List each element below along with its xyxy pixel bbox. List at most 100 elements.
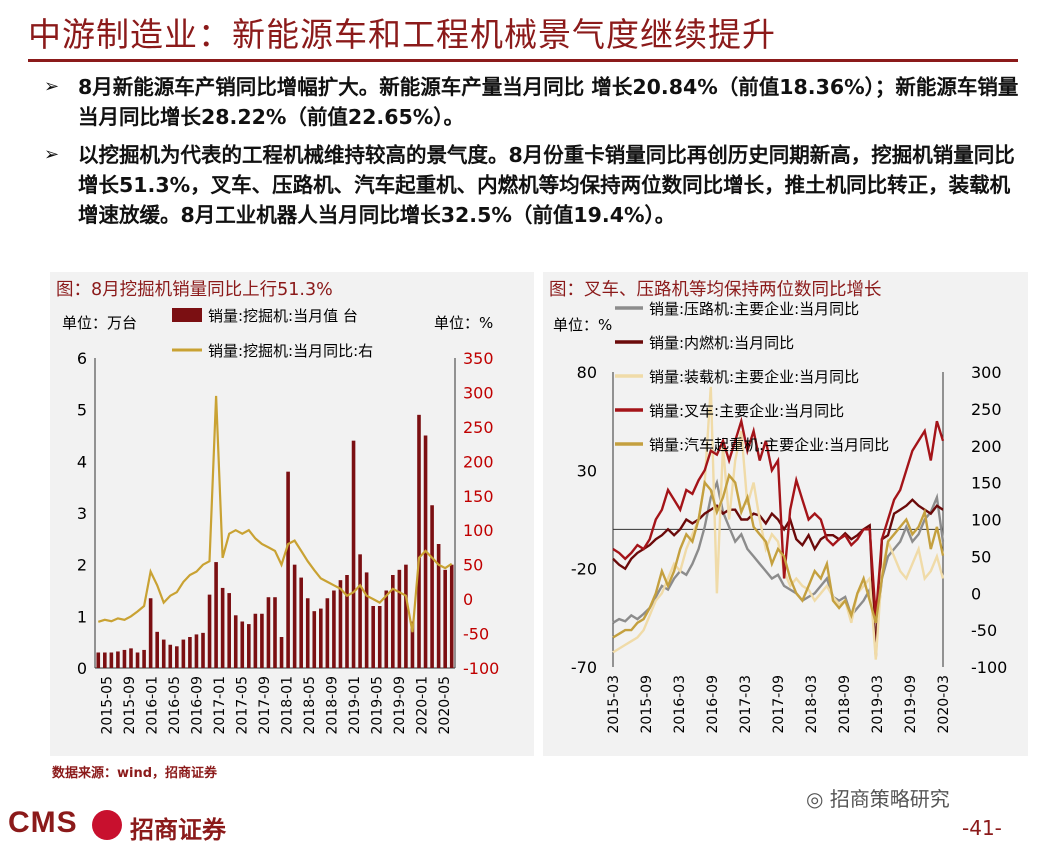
bar — [214, 562, 218, 668]
x-tick-label: 2016-05 — [167, 676, 183, 735]
y-tick-label: 80 — [577, 363, 597, 382]
x-tick-label: 2017-03 — [738, 675, 754, 734]
bar — [273, 597, 277, 668]
right-unit-label: 单位：% — [434, 314, 493, 332]
series-line — [612, 386, 945, 660]
y2-tick-label: 150 — [463, 487, 494, 506]
bar — [135, 652, 140, 668]
bar — [188, 637, 192, 668]
bullet-text: 以挖掘机为代表的工程机械维持较高的景气度。8月份重卡销量同比再创历史同期新高，挖… — [78, 143, 1015, 227]
title-rule — [28, 59, 1018, 62]
bar — [116, 651, 120, 668]
series-line — [612, 472, 945, 639]
series-line — [612, 478, 945, 638]
y-tick-label: 0 — [77, 659, 87, 678]
bar — [404, 564, 408, 668]
bar — [286, 471, 290, 668]
bar — [266, 597, 271, 668]
legend-label: 销量:挖掘机:当月值 台 — [208, 307, 358, 325]
bullet-arrow-icon: ➢ — [44, 144, 60, 165]
x-tick-label: 2016-03 — [672, 675, 688, 734]
y2-tick-label: 0 — [971, 584, 981, 603]
chart-excavator: 0 1 2 3 4 5 6 -100 -50 0 50 100 150 200 250 300 350 单位：万台… — [62, 307, 499, 735]
legend-label: 销量:装载机:主要企业:当月同比 — [649, 368, 859, 386]
y2-tick-label: 200 — [463, 452, 494, 471]
bar — [161, 639, 166, 668]
y-tick-label: 5 — [77, 401, 87, 420]
bar — [201, 632, 205, 668]
bar — [391, 575, 395, 668]
y-tick-label: 6 — [77, 349, 87, 368]
legend-label: 销量:汽车起重机:主要企业:当月同比 — [649, 436, 889, 454]
bar — [351, 440, 356, 668]
y-tick-label: -70 — [571, 658, 597, 677]
bar — [436, 544, 441, 668]
bar — [155, 631, 159, 668]
bar — [299, 577, 303, 668]
y-tick-label: 1 — [77, 607, 87, 626]
left-unit-label: 单位：万台 — [62, 314, 137, 332]
x-tick-label: 2017-09 — [771, 675, 787, 734]
bar — [312, 611, 317, 668]
y2-tick-label: 250 — [971, 400, 1002, 419]
x-tick-label: 2015-09 — [639, 675, 655, 734]
bar — [371, 606, 375, 668]
y2-tick-label: 100 — [463, 521, 494, 540]
bar — [260, 613, 264, 668]
x-tick-label: 2019-09 — [903, 675, 919, 734]
y2-tick-label: 300 — [463, 383, 494, 402]
bar — [207, 594, 212, 668]
bar — [148, 598, 153, 668]
bar — [332, 590, 336, 668]
bar — [122, 649, 127, 668]
cms-badge-icon — [92, 810, 122, 840]
bar — [292, 564, 297, 668]
x-tick-label: 2018-09 — [324, 676, 340, 735]
x-tick-label: 2018-03 — [804, 675, 820, 734]
bar — [377, 606, 382, 668]
page-number: -41- — [962, 816, 1002, 840]
series-line — [612, 416, 945, 618]
x-tick-label: 2015-09 — [122, 676, 138, 735]
bar — [417, 414, 421, 668]
x-tick-label: 2019-09 — [392, 676, 408, 735]
chart-panel-machinery: 图：叉车、压路机等均保持两位数同比增长 -70 -20 30 80 -100 -50 0 50… — [543, 272, 1028, 756]
y2-tick-label: 50 — [971, 547, 991, 566]
page-title: 中游制造业：新能源车和工程机械景气度继续提升 — [28, 15, 776, 54]
chart-panel-excavator: 图：8月挖掘机销量同比上行51.3% 0 1 2 3 4 5 6 -100 -50 0 50 100 1… — [50, 272, 534, 756]
bullet-arrow-icon: ➢ — [44, 76, 60, 97]
x-tick-label: 2018-09 — [837, 675, 853, 734]
left-unit-label: 单位：% — [553, 316, 612, 334]
bar — [240, 621, 245, 668]
x-tick-label: 2019-03 — [870, 675, 886, 734]
bar — [96, 652, 101, 668]
x-tick-label: 2019-05 — [369, 676, 385, 735]
y2-tick-label: 0 — [463, 590, 473, 609]
x-tick-label: 2017-09 — [257, 676, 273, 735]
bar — [364, 572, 369, 668]
bar — [129, 648, 133, 668]
bullet-item-machinery: ➢ 以挖掘机为代表的工程机械维持较高的景气度。8月份重卡销量同比再创历史同期新高… — [40, 140, 1020, 230]
bullet-text: 8月新能源车产销同比增幅扩大。新能源车产量当月同比 增长20.84%（前值18.… — [78, 75, 1019, 129]
bar — [410, 621, 415, 668]
bar — [345, 575, 349, 668]
bar — [181, 639, 186, 668]
bar — [109, 652, 114, 668]
x-tick-label: 2018-01 — [279, 676, 295, 735]
bar — [168, 644, 173, 668]
legend-label: 销量:内燃机:当月同比 — [649, 334, 794, 352]
bar — [430, 505, 434, 668]
cms-logo: CMS — [8, 806, 78, 839]
wechat-label: 招商策略研究 — [829, 787, 950, 811]
chart-machinery-yoy: -70 -20 30 80 -100 -50 0 50 100 150 200 250 300 单位：% 2… — [553, 300, 1007, 734]
bar — [305, 598, 310, 668]
x-tick-label: 2020-03 — [936, 675, 952, 734]
chart-title: 图：8月挖掘机销量同比上行51.3% — [56, 280, 333, 300]
x-tick-label: 2017-05 — [234, 676, 250, 735]
y2-tick-label: 350 — [463, 349, 494, 368]
y-tick-label: 2 — [77, 556, 87, 575]
bar — [319, 608, 323, 668]
bar — [358, 554, 362, 668]
bar — [253, 613, 258, 668]
wechat-icon: ◎ — [806, 787, 830, 811]
